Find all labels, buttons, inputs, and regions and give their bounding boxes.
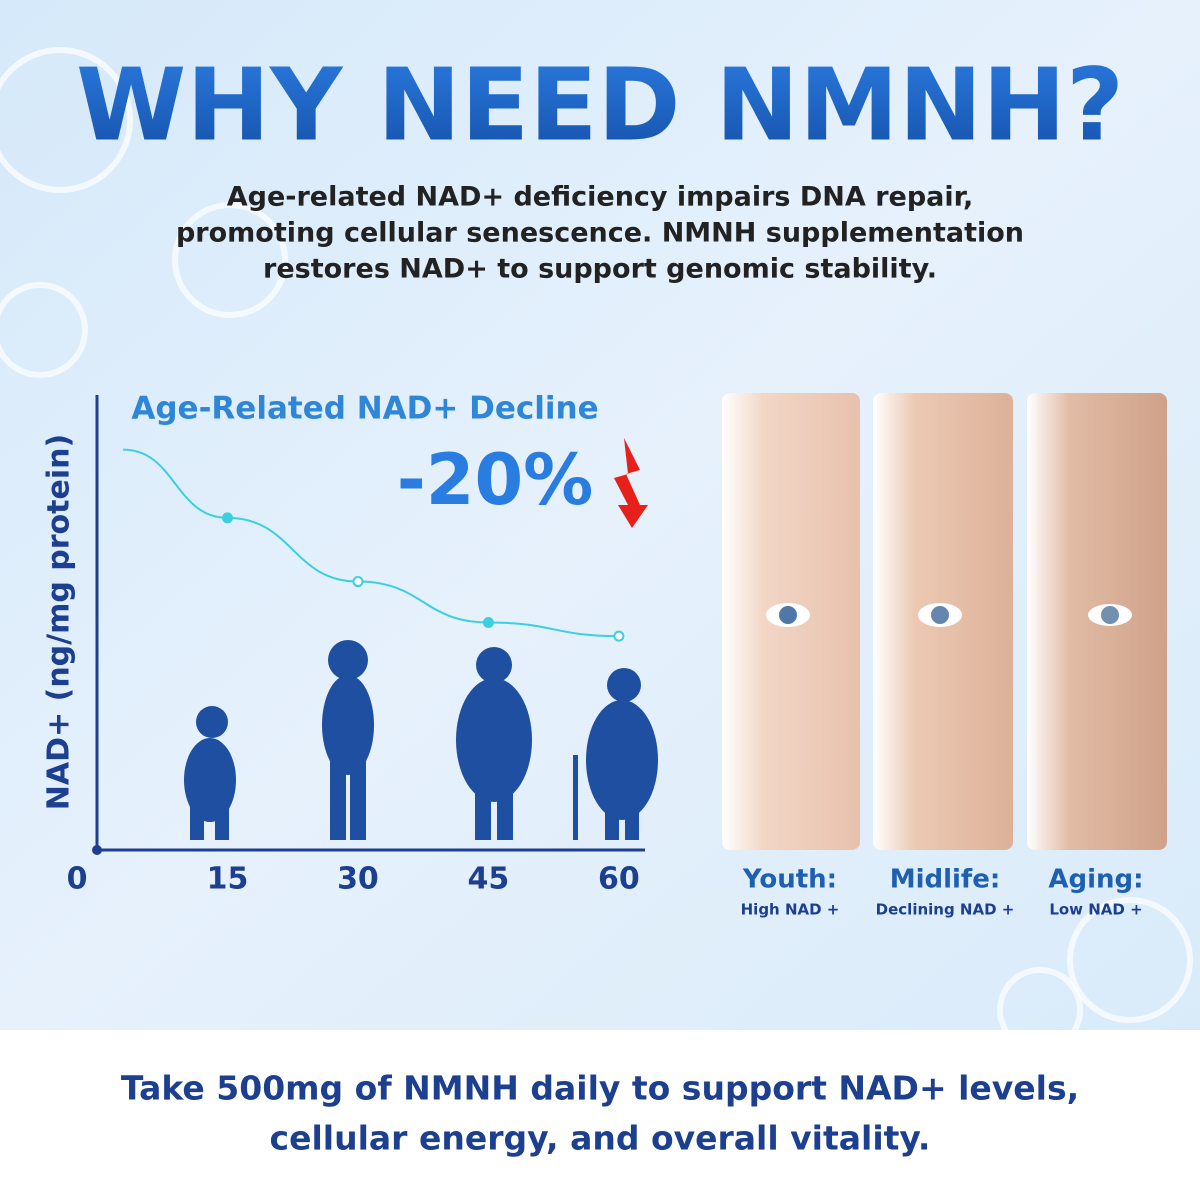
data-point xyxy=(482,617,494,628)
subtitle-line: Age-related NAD+ deficiency impairs DNA … xyxy=(227,182,973,213)
panel-title: Youth: xyxy=(742,865,837,895)
annotation: -20% xyxy=(397,439,594,521)
title: WHY NEED NMNH? xyxy=(76,46,1124,163)
panel-subtitle: High NAD + xyxy=(741,901,840,919)
panel-subtitle: Low NAD + xyxy=(1049,901,1142,919)
decline-arrow xyxy=(614,438,648,528)
subtitle-line: restores NAD+ to support genomic stabili… xyxy=(263,254,937,285)
iris xyxy=(1101,606,1119,624)
x-tick-label: 30 xyxy=(337,862,379,897)
chart-title: Age-Related NAD+ Decline xyxy=(131,391,598,427)
footer-band xyxy=(0,1030,1200,1200)
data-point xyxy=(352,576,364,588)
x-tick-label: 60 xyxy=(598,862,640,897)
panel-title: Midlife: xyxy=(890,865,1001,895)
chart: NAD+ (ng/mg protein) Age-Related NAD+ De… xyxy=(42,391,658,897)
data-point xyxy=(221,512,233,524)
decor-bubbles xyxy=(0,47,1193,1053)
x-tick-label: 0 xyxy=(67,862,88,897)
face-panels: Youth: High NAD + Midlife: Declining NAD… xyxy=(722,393,1167,919)
footer-line: cellular energy, and overall vitality. xyxy=(270,1119,931,1158)
panel-subtitle: Declining NAD + xyxy=(876,901,1015,919)
iris xyxy=(779,606,797,624)
y-axis-label: NAD+ (ng/mg protein) xyxy=(42,434,77,810)
subtitle-line: promoting cellular senescence. NMNH supp… xyxy=(176,218,1024,249)
iris xyxy=(931,606,949,624)
panel-title: Aging: xyxy=(1048,865,1143,895)
axis-origin xyxy=(92,845,102,855)
x-tick-label: 15 xyxy=(207,862,249,897)
x-tick-label: 45 xyxy=(468,862,510,897)
footer-line: Take 500mg of NMNH daily to support NAD+… xyxy=(121,1069,1079,1108)
silhouettes xyxy=(184,640,658,840)
data-point xyxy=(613,630,625,642)
